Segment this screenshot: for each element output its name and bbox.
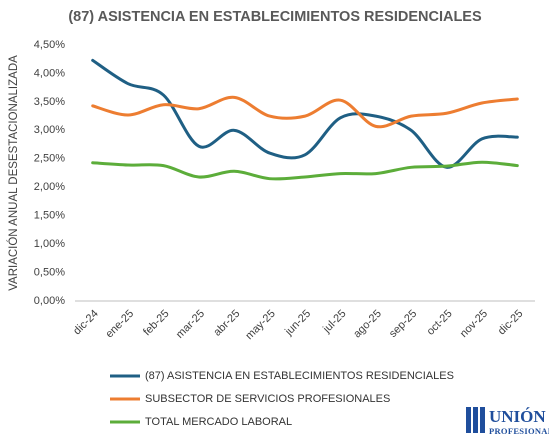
- series-line: [91, 58, 519, 169]
- x-tick-label: jul-25: [320, 308, 348, 336]
- legend-label: TOTAL MERCADO LABORAL: [145, 416, 292, 428]
- y-tick-label: 1,00%: [34, 238, 65, 250]
- y-tick-label: 2,50%: [34, 153, 65, 165]
- y-tick-label: 0,00%: [34, 295, 65, 307]
- logo-icon: [466, 407, 471, 433]
- y-axis-title: VARIACIÓN ANUAL DESESTACIONALIZADA: [7, 55, 20, 291]
- y-tick-label: 1,50%: [34, 210, 65, 222]
- y-tick-label: 0,50%: [34, 266, 65, 278]
- x-tick-label: oct-25: [425, 308, 455, 338]
- x-tick-label: sep-25: [387, 308, 419, 340]
- legend-label: SUBSECTOR DE SERVICIOS PROFESIONALES: [145, 393, 390, 405]
- logo-icon: [473, 407, 478, 433]
- x-tick-label: ene-25: [104, 308, 137, 341]
- y-tick-label: 2,00%: [34, 181, 65, 193]
- y-tick-label: 4,50%: [34, 39, 65, 51]
- logo: UNIÓN PROFESIONAL: [466, 407, 549, 436]
- series-line: [91, 160, 519, 181]
- y-tick-label: 3,50%: [34, 96, 65, 108]
- x-tick-label: nov-25: [458, 308, 490, 340]
- y-tick-label: 4,00%: [34, 67, 65, 79]
- x-tick-label: may-25: [243, 308, 277, 342]
- x-tick-label: dic-24: [71, 308, 101, 338]
- series-line: [91, 95, 519, 129]
- legend-label: (87) ASISTENCIA EN ESTABLECIMIENTOS RESI…: [145, 370, 454, 382]
- x-tick-label: jun-25: [282, 308, 313, 339]
- x-tick-label: feb-25: [141, 308, 172, 339]
- logo-icon: [480, 407, 485, 433]
- x-tick-label: abr-25: [211, 308, 242, 339]
- logo-subtext: PROFESIONAL: [489, 426, 549, 436]
- x-tick-label: mar-25: [174, 308, 207, 341]
- x-tick-label: dic-25: [496, 308, 526, 338]
- x-tick-label: ago-25: [351, 308, 384, 341]
- logo-text: UNIÓN: [489, 407, 546, 426]
- chart-title: (87) ASISTENCIA EN ESTABLECIMIENTOS RESI…: [68, 9, 482, 25]
- y-tick-label: 3,00%: [34, 124, 65, 136]
